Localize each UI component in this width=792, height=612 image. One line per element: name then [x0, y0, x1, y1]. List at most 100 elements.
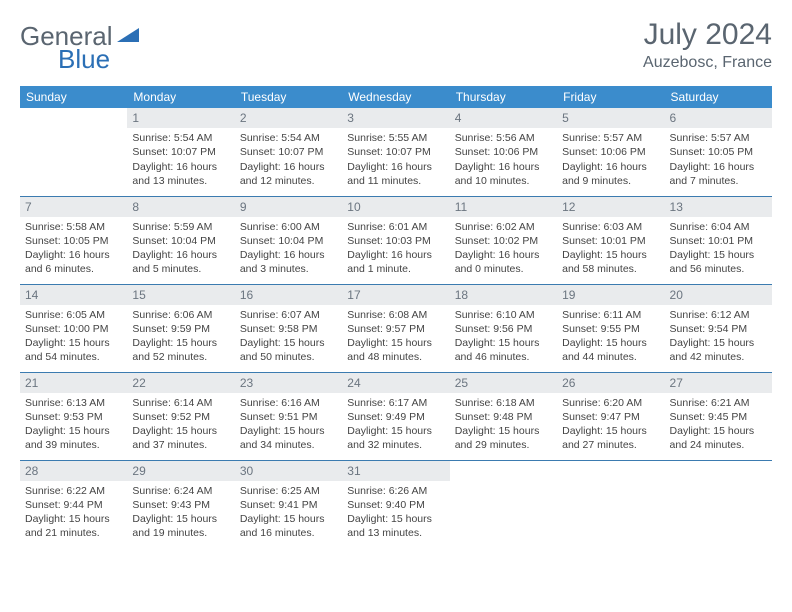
- day-body: Sunrise: 6:22 AMSunset: 9:44 PMDaylight:…: [20, 481, 127, 545]
- daylight-text: Daylight: 15 hours and 27 minutes.: [562, 424, 659, 452]
- daylight-text: Daylight: 15 hours and 16 minutes.: [240, 512, 337, 540]
- day-number: 21: [20, 373, 127, 393]
- day-number: 27: [665, 373, 772, 393]
- day-number: 25: [450, 373, 557, 393]
- day-body: Sunrise: 6:00 AMSunset: 10:04 PMDaylight…: [235, 217, 342, 281]
- sunrise-text: Sunrise: 6:00 AM: [240, 220, 337, 234]
- calendar-cell: 25Sunrise: 6:18 AMSunset: 9:48 PMDayligh…: [450, 372, 557, 460]
- sunrise-text: Sunrise: 6:16 AM: [240, 396, 337, 410]
- day-number: 12: [557, 197, 664, 217]
- daylight-text: Daylight: 15 hours and 29 minutes.: [455, 424, 552, 452]
- day-body: Sunrise: 6:10 AMSunset: 9:56 PMDaylight:…: [450, 305, 557, 369]
- sunrise-text: Sunrise: 5:57 AM: [562, 131, 659, 145]
- daylight-text: Daylight: 15 hours and 54 minutes.: [25, 336, 122, 364]
- col-monday: Monday: [127, 86, 234, 108]
- sunset-text: Sunset: 10:01 PM: [562, 234, 659, 248]
- day-number: 4: [450, 108, 557, 128]
- sunset-text: Sunset: 10:07 PM: [240, 145, 337, 159]
- day-number: 20: [665, 285, 772, 305]
- sunrise-text: Sunrise: 6:25 AM: [240, 484, 337, 498]
- month-title: July 2024: [643, 18, 772, 52]
- daylight-text: Daylight: 15 hours and 21 minutes.: [25, 512, 122, 540]
- daylight-text: Daylight: 15 hours and 32 minutes.: [347, 424, 444, 452]
- day-number: 3: [342, 108, 449, 128]
- day-number: 11: [450, 197, 557, 217]
- day-number: 24: [342, 373, 449, 393]
- col-saturday: Saturday: [665, 86, 772, 108]
- daylight-text: Daylight: 16 hours and 9 minutes.: [562, 160, 659, 188]
- col-wednesday: Wednesday: [342, 86, 449, 108]
- day-number: 13: [665, 197, 772, 217]
- day-number: 10: [342, 197, 449, 217]
- calendar-cell: 1Sunrise: 5:54 AMSunset: 10:07 PMDayligh…: [127, 108, 234, 196]
- daylight-text: Daylight: 15 hours and 24 minutes.: [670, 424, 767, 452]
- calendar-cell: 8Sunrise: 5:59 AMSunset: 10:04 PMDayligh…: [127, 196, 234, 284]
- day-body: Sunrise: 5:56 AMSunset: 10:06 PMDaylight…: [450, 128, 557, 192]
- daylight-text: Daylight: 16 hours and 5 minutes.: [132, 248, 229, 276]
- sunset-text: Sunset: 10:00 PM: [25, 322, 122, 336]
- sunset-text: Sunset: 9:43 PM: [132, 498, 229, 512]
- daylight-text: Daylight: 16 hours and 7 minutes.: [670, 160, 767, 188]
- title-block: July 2024 Auzebosc, France: [643, 18, 772, 72]
- daylight-text: Daylight: 15 hours and 19 minutes.: [132, 512, 229, 540]
- location-label: Auzebosc, France: [643, 54, 772, 72]
- calendar-cell: 2Sunrise: 5:54 AMSunset: 10:07 PMDayligh…: [235, 108, 342, 196]
- sunrise-text: Sunrise: 6:03 AM: [562, 220, 659, 234]
- sunset-text: Sunset: 9:40 PM: [347, 498, 444, 512]
- daylight-text: Daylight: 15 hours and 48 minutes.: [347, 336, 444, 364]
- day-number: 16: [235, 285, 342, 305]
- sunrise-text: Sunrise: 6:04 AM: [670, 220, 767, 234]
- calendar-cell: 19Sunrise: 6:11 AMSunset: 9:55 PMDayligh…: [557, 284, 664, 372]
- day-body: Sunrise: 6:24 AMSunset: 9:43 PMDaylight:…: [127, 481, 234, 545]
- sunrise-text: Sunrise: 5:59 AM: [132, 220, 229, 234]
- day-body: Sunrise: 6:06 AMSunset: 9:59 PMDaylight:…: [127, 305, 234, 369]
- sunrise-text: Sunrise: 6:01 AM: [347, 220, 444, 234]
- calendar-cell: 6Sunrise: 5:57 AMSunset: 10:05 PMDayligh…: [665, 108, 772, 196]
- sunset-text: Sunset: 9:53 PM: [25, 410, 122, 424]
- calendar-week: 7Sunrise: 5:58 AMSunset: 10:05 PMDayligh…: [20, 196, 772, 284]
- calendar-cell: 24Sunrise: 6:17 AMSunset: 9:49 PMDayligh…: [342, 372, 449, 460]
- calendar-cell: [665, 460, 772, 548]
- calendar-cell: 29Sunrise: 6:24 AMSunset: 9:43 PMDayligh…: [127, 460, 234, 548]
- sunrise-text: Sunrise: 6:24 AM: [132, 484, 229, 498]
- day-body: Sunrise: 6:11 AMSunset: 9:55 PMDaylight:…: [557, 305, 664, 369]
- daylight-text: Daylight: 15 hours and 56 minutes.: [670, 248, 767, 276]
- day-number: 22: [127, 373, 234, 393]
- day-number: 7: [20, 197, 127, 217]
- day-body: Sunrise: 5:55 AMSunset: 10:07 PMDaylight…: [342, 128, 449, 192]
- day-body: Sunrise: 6:12 AMSunset: 9:54 PMDaylight:…: [665, 305, 772, 369]
- day-body: Sunrise: 6:14 AMSunset: 9:52 PMDaylight:…: [127, 393, 234, 457]
- calendar-cell: 17Sunrise: 6:08 AMSunset: 9:57 PMDayligh…: [342, 284, 449, 372]
- day-body: Sunrise: 6:08 AMSunset: 9:57 PMDaylight:…: [342, 305, 449, 369]
- calendar-cell: 31Sunrise: 6:26 AMSunset: 9:40 PMDayligh…: [342, 460, 449, 548]
- daylight-text: Daylight: 15 hours and 52 minutes.: [132, 336, 229, 364]
- daylight-text: Daylight: 15 hours and 34 minutes.: [240, 424, 337, 452]
- daylight-text: Daylight: 15 hours and 13 minutes.: [347, 512, 444, 540]
- calendar-cell: 14Sunrise: 6:05 AMSunset: 10:00 PMDaylig…: [20, 284, 127, 372]
- calendar-cell: 21Sunrise: 6:13 AMSunset: 9:53 PMDayligh…: [20, 372, 127, 460]
- sunrise-text: Sunrise: 5:57 AM: [670, 131, 767, 145]
- col-thursday: Thursday: [450, 86, 557, 108]
- daylight-text: Daylight: 16 hours and 12 minutes.: [240, 160, 337, 188]
- day-body: Sunrise: 6:26 AMSunset: 9:40 PMDaylight:…: [342, 481, 449, 545]
- calendar-cell: 12Sunrise: 6:03 AMSunset: 10:01 PMDaylig…: [557, 196, 664, 284]
- sunrise-text: Sunrise: 6:10 AM: [455, 308, 552, 322]
- daylight-text: Daylight: 16 hours and 10 minutes.: [455, 160, 552, 188]
- day-body: Sunrise: 6:05 AMSunset: 10:00 PMDaylight…: [20, 305, 127, 369]
- day-number: 31: [342, 461, 449, 481]
- calendar-cell: 23Sunrise: 6:16 AMSunset: 9:51 PMDayligh…: [235, 372, 342, 460]
- sunset-text: Sunset: 9:59 PM: [132, 322, 229, 336]
- sunrise-text: Sunrise: 6:20 AM: [562, 396, 659, 410]
- sunset-text: Sunset: 9:47 PM: [562, 410, 659, 424]
- day-body: Sunrise: 5:57 AMSunset: 10:06 PMDaylight…: [557, 128, 664, 192]
- day-body: Sunrise: 6:16 AMSunset: 9:51 PMDaylight:…: [235, 393, 342, 457]
- sunrise-text: Sunrise: 6:12 AM: [670, 308, 767, 322]
- calendar-cell: 9Sunrise: 6:00 AMSunset: 10:04 PMDayligh…: [235, 196, 342, 284]
- col-tuesday: Tuesday: [235, 86, 342, 108]
- calendar-week: 1Sunrise: 5:54 AMSunset: 10:07 PMDayligh…: [20, 108, 772, 196]
- calendar-cell: 18Sunrise: 6:10 AMSunset: 9:56 PMDayligh…: [450, 284, 557, 372]
- day-number: 17: [342, 285, 449, 305]
- sunset-text: Sunset: 9:52 PM: [132, 410, 229, 424]
- daylight-text: Daylight: 16 hours and 1 minute.: [347, 248, 444, 276]
- day-number: 1: [127, 108, 234, 128]
